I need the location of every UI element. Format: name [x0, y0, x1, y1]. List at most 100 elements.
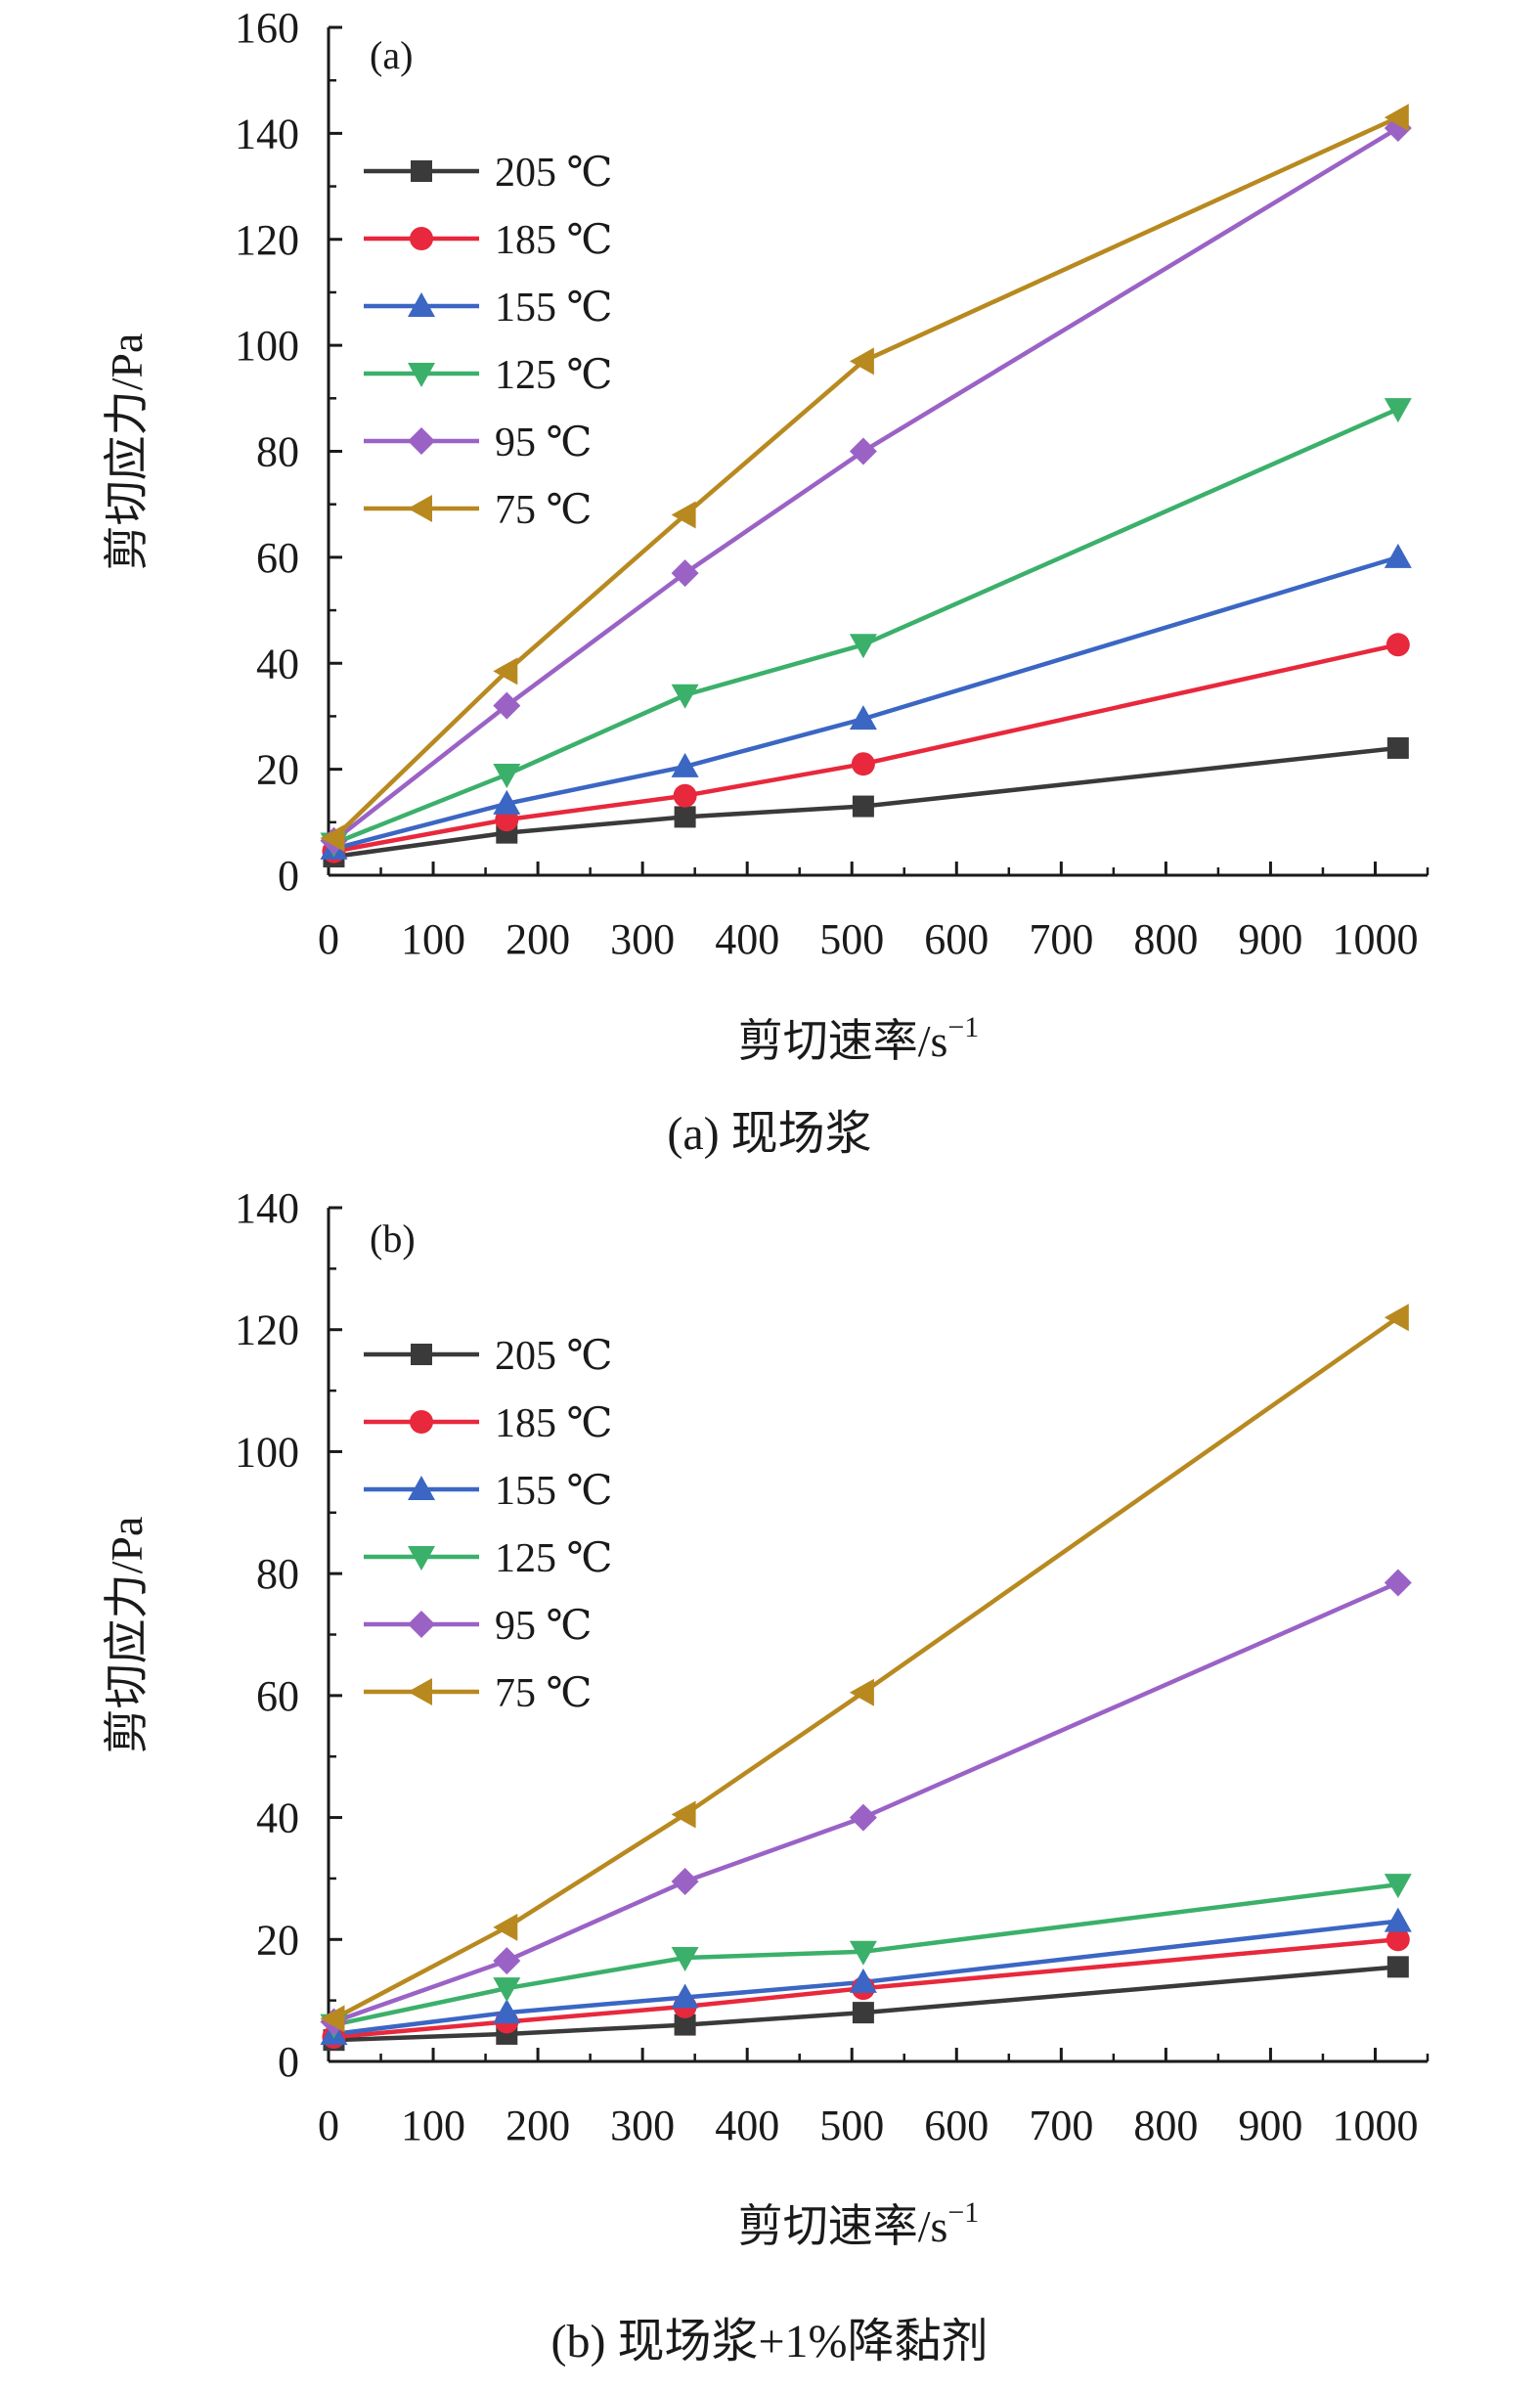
data-point — [671, 1800, 696, 1829]
x-tick-label: 0 — [318, 2102, 339, 2149]
legend-marker — [410, 227, 433, 250]
x-axis-title: 剪切速率/s−1 — [738, 2196, 980, 2251]
series-line — [332, 126, 1399, 843]
legend-label: 155 ℃ — [495, 1469, 612, 1514]
legend-marker — [411, 160, 432, 182]
figure-caption: (a) 现场浆 — [667, 1108, 871, 1160]
legend-marker — [408, 427, 435, 455]
data-point — [1384, 543, 1412, 568]
data-point — [1384, 1907, 1412, 1932]
data-point — [849, 1940, 877, 1966]
x-tick-label: 300 — [610, 2102, 675, 2149]
x-tick-label: 900 — [1238, 915, 1302, 963]
y-tick-label: 80 — [256, 1550, 299, 1598]
legend-marker — [410, 1410, 433, 1434]
chart-panel-a: 0 20 40 60 80 100 120 140 160 0 100 200 300 400 500 600… — [102, 4, 1430, 1160]
x-tick-label: 800 — [1133, 915, 1198, 963]
data-point — [671, 501, 696, 529]
data-point — [674, 806, 696, 828]
legend-label: 185 ℃ — [495, 1401, 612, 1446]
legend-label: 155 ℃ — [495, 286, 612, 331]
y-tick-label: 40 — [256, 1794, 299, 1842]
data-point — [493, 1999, 521, 2024]
x-tick-label: 500 — [819, 2102, 884, 2149]
data-point — [493, 691, 521, 720]
x-axis-title-exponent: −1 — [947, 1011, 979, 1043]
data-point — [852, 2002, 874, 2024]
series-line — [332, 407, 1399, 846]
data-point — [1386, 736, 1409, 759]
x-tick-label: 400 — [715, 2102, 779, 2149]
data-point — [493, 1913, 518, 1941]
data-point — [671, 752, 699, 777]
legend-marker — [408, 1476, 435, 1500]
data-point — [493, 764, 521, 789]
data-point — [852, 795, 874, 818]
legend-marker — [408, 1611, 435, 1638]
legend-marker — [408, 363, 435, 387]
data-point — [1384, 1874, 1412, 1899]
y-tick-label: 140 — [235, 110, 299, 157]
legend-label: 95 ℃ — [495, 420, 592, 465]
legend-marker — [411, 1344, 432, 1365]
data-point — [1386, 1956, 1409, 1978]
x-axis-title-exponent: −1 — [947, 2196, 979, 2229]
x-axis-title: 剪切速率/s−1 — [738, 1011, 980, 1066]
data-point — [849, 1803, 877, 1832]
x-tick-label: 900 — [1238, 2102, 1302, 2149]
x-tick-label: 500 — [819, 915, 884, 963]
figure-caption: (b) 现场浆+1%降黏剂 — [550, 2316, 988, 2368]
data-point — [673, 783, 697, 808]
y-axis-title: 剪切应力/Pa — [102, 1517, 152, 1754]
y-tick-label: 0 — [278, 852, 299, 900]
x-tick-label: 700 — [1029, 2102, 1093, 2149]
x-tick-label: 300 — [610, 915, 675, 963]
data-point — [849, 705, 877, 730]
legend-marker — [408, 1546, 435, 1571]
data-point — [849, 437, 877, 465]
y-tick-label: 120 — [235, 216, 299, 264]
x-tick-label: 700 — [1029, 915, 1093, 963]
y-tick-label: 40 — [256, 640, 299, 687]
legend: 205 ℃ 185 ℃ 155 ℃ 125 ℃ 95 ℃ 75 ℃ — [364, 1334, 612, 1716]
x-tick-label: 200 — [506, 2102, 570, 2149]
y-axis-title: 剪切应力/Pa — [102, 333, 152, 571]
data-point — [851, 752, 875, 776]
data-point — [671, 1868, 699, 1896]
legend: 205 ℃ 185 ℃ 155 ℃ 125 ℃ 95 ℃ 75 ℃ — [364, 151, 612, 533]
data-point — [320, 824, 345, 853]
y-tick-label: 100 — [235, 1428, 299, 1476]
data-point — [671, 559, 699, 588]
x-tick-label: 1000 — [1332, 2102, 1418, 2149]
series-line — [333, 642, 1399, 854]
data-point — [1384, 1304, 1409, 1332]
y-tick-label: 100 — [235, 322, 299, 370]
x-tick-label: 600 — [924, 2102, 989, 2149]
legend-label: 205 ℃ — [495, 1334, 612, 1379]
panel-label: (a) — [370, 33, 413, 77]
legend-label: 125 ℃ — [495, 353, 612, 398]
series-line — [332, 1315, 1400, 2021]
legend-marker — [408, 1678, 432, 1705]
legend-label: 75 ℃ — [495, 1671, 592, 1716]
x-tick-label: 600 — [924, 915, 989, 963]
legend-marker — [408, 495, 432, 522]
data-point — [493, 1977, 521, 2003]
y-tick-label: 20 — [256, 1916, 299, 1964]
panel-label: (b) — [370, 1217, 416, 1261]
data-point — [849, 634, 877, 659]
y-tick-label: 140 — [235, 1184, 299, 1232]
legend-marker — [408, 292, 435, 317]
chart-panel-b: 0 20 40 60 80 100 120 140 0 100 200 300 400 500 600 700… — [102, 1184, 1430, 2368]
data-point — [493, 657, 518, 686]
x-tick-label: 0 — [318, 915, 339, 963]
legend-label: 205 ℃ — [495, 151, 612, 196]
data-point — [320, 2005, 345, 2033]
y-tick-label: 60 — [256, 534, 299, 582]
x-tick-label: 100 — [401, 2102, 465, 2149]
y-tick-label: 0 — [278, 2038, 299, 2086]
y-tick-label: 20 — [256, 746, 299, 794]
x-tick-label: 1000 — [1332, 915, 1418, 963]
x-axis-title-text: 剪切速率/s — [738, 1016, 948, 1066]
legend-label: 185 ℃ — [495, 218, 612, 263]
